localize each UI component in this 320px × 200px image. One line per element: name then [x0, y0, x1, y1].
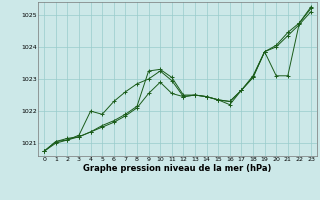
X-axis label: Graphe pression niveau de la mer (hPa): Graphe pression niveau de la mer (hPa) [84, 164, 272, 173]
